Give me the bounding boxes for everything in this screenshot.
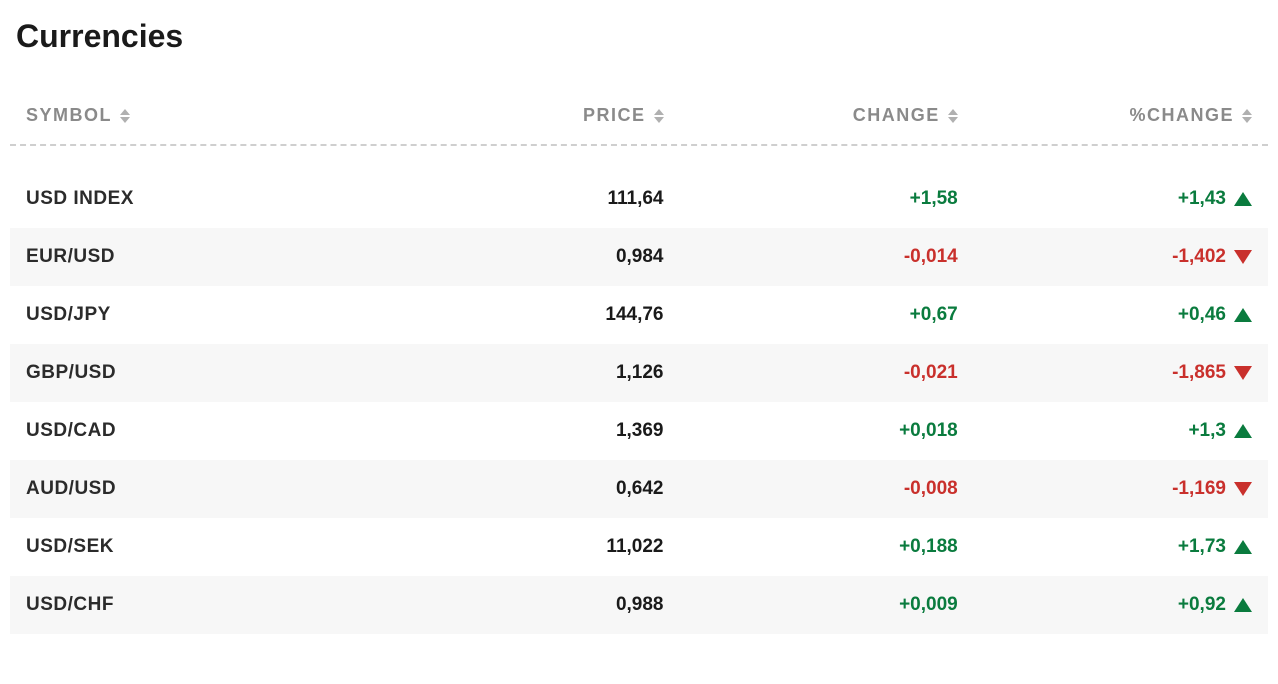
change-cell: +0,188	[899, 536, 958, 557]
table-row[interactable]: AUD/USD 0,642 -0,008 -1,169	[10, 460, 1268, 518]
arrow-up-icon	[1234, 424, 1252, 438]
price-cell: 144,76	[605, 304, 663, 325]
symbol-cell: AUD/USD	[26, 478, 116, 499]
change-cell: +1,58	[910, 188, 958, 209]
page-title: Currencies	[16, 18, 1268, 55]
pct-change-cell: -1,169	[1162, 478, 1252, 500]
table-row[interactable]: GBP/USD 1,126 -0,021 -1,865	[10, 344, 1268, 402]
price-cell: 1,126	[616, 362, 664, 383]
sort-icon	[120, 109, 130, 123]
change-cell: +0,009	[899, 594, 958, 615]
pct-change-cell: +0,92	[1162, 594, 1252, 616]
sort-by-price[interactable]: PRICE	[583, 105, 664, 126]
pct-value: -1,169	[1172, 478, 1226, 500]
price-cell: 1,369	[616, 420, 664, 441]
change-cell: +0,67	[910, 304, 958, 325]
change-cell: -0,008	[904, 478, 958, 499]
table-row[interactable]: USD/JPY 144,76 +0,67 +0,46	[10, 286, 1268, 344]
sort-icon	[654, 109, 664, 123]
symbol-cell: USD/CAD	[26, 420, 116, 441]
pct-change-cell: -1,865	[1162, 362, 1252, 384]
sort-by-change[interactable]: CHANGE	[853, 105, 958, 126]
symbol-cell: USD/JPY	[26, 304, 111, 325]
column-header-pct: %CHANGE	[1129, 105, 1234, 126]
arrow-down-icon	[1234, 366, 1252, 380]
arrow-up-icon	[1234, 540, 1252, 554]
pct-change-cell: +1,73	[1162, 536, 1252, 558]
symbol-cell: GBP/USD	[26, 362, 116, 383]
symbol-cell: USD/CHF	[26, 594, 114, 615]
column-header-price: PRICE	[583, 105, 646, 126]
sort-icon	[948, 109, 958, 123]
price-cell: 111,64	[607, 188, 663, 209]
table-row[interactable]: EUR/USD 0,984 -0,014 -1,402	[10, 228, 1268, 286]
table-row[interactable]: USD INDEX 111,64 +1,58 +1,43	[10, 170, 1268, 228]
arrow-up-icon	[1234, 192, 1252, 206]
column-header-change: CHANGE	[853, 105, 940, 126]
table-row[interactable]: USD/CAD 1,369 +0,018 +1,3	[10, 402, 1268, 460]
pct-change-cell: +1,43	[1162, 188, 1252, 210]
sort-by-symbol[interactable]: SYMBOL	[26, 105, 130, 126]
arrow-down-icon	[1234, 482, 1252, 496]
pct-value: -1,865	[1172, 362, 1226, 384]
sort-icon	[1242, 109, 1252, 123]
pct-value: +1,3	[1188, 420, 1226, 442]
change-cell: -0,021	[904, 362, 958, 383]
arrow-down-icon	[1234, 250, 1252, 264]
table-body: USD INDEX 111,64 +1,58 +1,43 EUR/USD 0,984 -0,…	[10, 170, 1268, 634]
pct-value: +0,92	[1178, 594, 1226, 616]
table-row[interactable]: USD/SEK 11,022 +0,188 +1,73	[10, 518, 1268, 576]
price-cell: 11,022	[606, 536, 663, 557]
pct-value: +1,73	[1178, 536, 1226, 558]
price-cell: 0,984	[616, 246, 664, 267]
arrow-up-icon	[1234, 598, 1252, 612]
change-cell: +0,018	[899, 420, 958, 441]
pct-change-cell: -1,402	[1162, 246, 1252, 268]
pct-value: +1,43	[1178, 188, 1226, 210]
pct-value: -1,402	[1172, 246, 1226, 268]
price-cell: 0,988	[616, 594, 664, 615]
pct-change-cell: +0,46	[1162, 304, 1252, 326]
change-cell: -0,014	[904, 246, 958, 267]
symbol-cell: USD INDEX	[26, 188, 134, 209]
symbol-cell: USD/SEK	[26, 536, 114, 557]
pct-value: +0,46	[1178, 304, 1226, 326]
table-header-row: SYMBOL PRICE CHANGE %CHANGE	[10, 105, 1268, 146]
sort-by-pct-change[interactable]: %CHANGE	[1129, 105, 1252, 126]
column-header-symbol: SYMBOL	[26, 105, 112, 126]
pct-change-cell: +1,3	[1162, 420, 1252, 442]
currencies-table: SYMBOL PRICE CHANGE %CHANGE USD INDEX 111…	[10, 105, 1268, 634]
symbol-cell: EUR/USD	[26, 246, 115, 267]
price-cell: 0,642	[616, 478, 664, 499]
arrow-up-icon	[1234, 308, 1252, 322]
table-row[interactable]: USD/CHF 0,988 +0,009 +0,92	[10, 576, 1268, 634]
